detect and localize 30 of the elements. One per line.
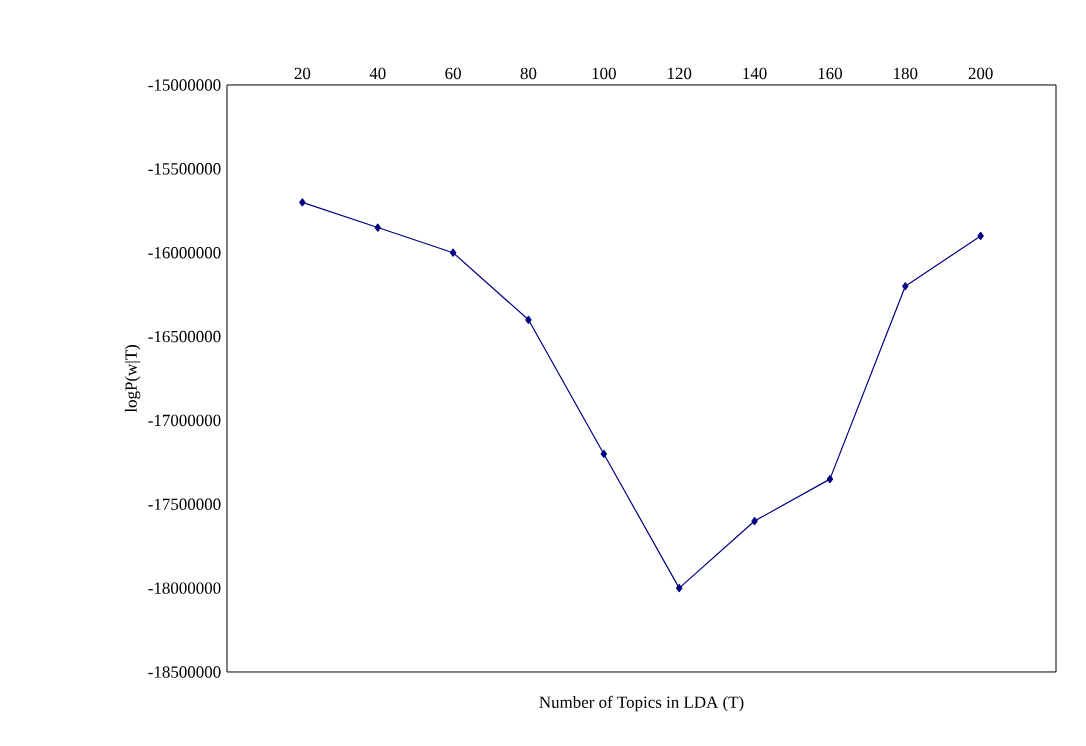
point xyxy=(374,223,381,232)
y-tick-label: -17500000 xyxy=(148,498,221,510)
y-tick-label: -18500000 xyxy=(148,666,221,678)
point xyxy=(751,516,758,526)
x-tick-label: 140 xyxy=(743,67,767,80)
point xyxy=(675,584,683,593)
x-tick-label: 200 xyxy=(968,67,993,80)
x-tick-label: 100 xyxy=(592,67,616,80)
point xyxy=(525,315,532,324)
y-tick-label: -16000000 xyxy=(148,246,221,259)
x-tick-label: 40 xyxy=(369,67,386,80)
x-tick-label: 160 xyxy=(818,67,842,80)
point xyxy=(826,475,834,484)
x-tick-label: 60 xyxy=(445,67,461,80)
y-tick-label: -15500000 xyxy=(148,163,221,175)
x-axis-title: Number of Topics in LDA (T) xyxy=(539,695,744,712)
x-tick-label: 180 xyxy=(894,67,918,80)
point xyxy=(600,449,608,459)
y-tick-label: -17000000 xyxy=(148,414,221,427)
y-tick-label: -18000000 xyxy=(148,582,221,594)
y-tick-label: -16500000 xyxy=(148,330,221,343)
y-axis-title: logP(w|T) xyxy=(124,345,141,413)
point xyxy=(449,248,457,257)
point xyxy=(902,282,909,291)
point xyxy=(299,198,306,207)
x-tick-label: 20 xyxy=(294,67,311,80)
x-tick-label: 80 xyxy=(520,67,537,80)
point xyxy=(977,231,984,241)
y-tick-label: -15000000 xyxy=(148,79,221,91)
x-tick-label: 120 xyxy=(667,67,692,80)
